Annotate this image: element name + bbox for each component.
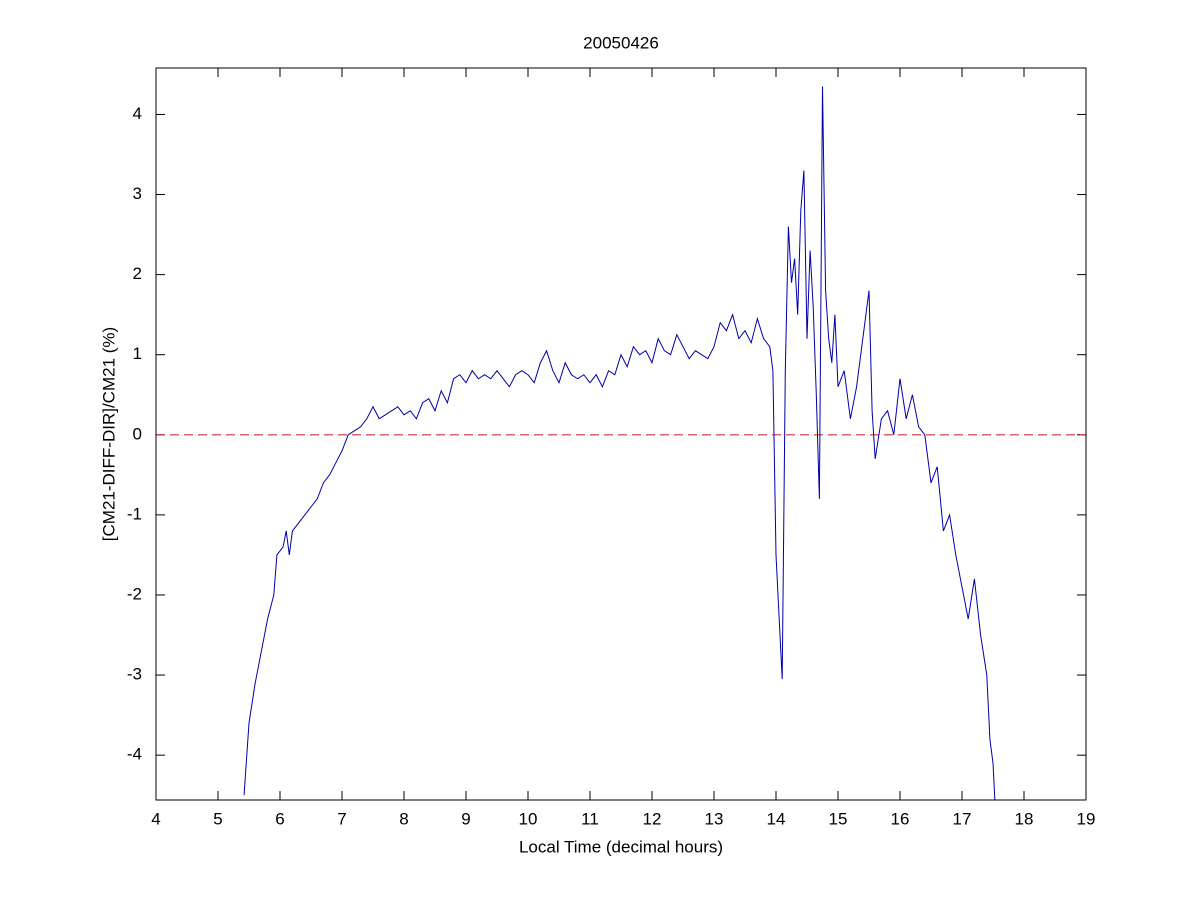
y-axis-label: [CM21-DIFF-DIR]/CM21 (%) <box>99 327 118 541</box>
y-tick-label: 0 <box>133 424 142 443</box>
y-tick-label: -3 <box>127 665 142 684</box>
y-tick-label: -2 <box>127 584 142 603</box>
x-tick-label: 9 <box>461 809 470 828</box>
y-tick-label: 2 <box>133 264 142 283</box>
x-tick-label: 17 <box>953 809 972 828</box>
plot-frame <box>155 67 1087 801</box>
x-tick-label: 11 <box>581 809 599 828</box>
x-tick-label: 15 <box>829 809 848 828</box>
x-tick-label: 18 <box>1015 809 1034 828</box>
x-tick-label: 8 <box>399 809 408 828</box>
chart-title: 20050426 <box>583 33 659 52</box>
x-tick-label: 14 <box>767 809 786 828</box>
y-tick-label: 4 <box>133 104 142 123</box>
x-axis-label: Local Time (decimal hours) <box>519 837 723 856</box>
x-tick-label: 7 <box>337 809 346 828</box>
y-tick-label: 3 <box>133 184 142 203</box>
y-tick-label: 1 <box>133 344 142 363</box>
x-tick-label: 5 <box>213 809 222 828</box>
x-tick-label: 16 <box>891 809 910 828</box>
x-tick-label: 10 <box>519 809 538 828</box>
x-tick-label: 19 <box>1077 809 1096 828</box>
x-tick-label: 13 <box>705 809 724 828</box>
y-tick-label: -1 <box>127 504 142 523</box>
x-tick-label: 12 <box>643 809 662 828</box>
x-tick-label: 6 <box>275 809 284 828</box>
x-tick-label: 4 <box>151 809 160 828</box>
data-line <box>243 86 996 801</box>
y-tick-label: -4 <box>127 745 142 764</box>
